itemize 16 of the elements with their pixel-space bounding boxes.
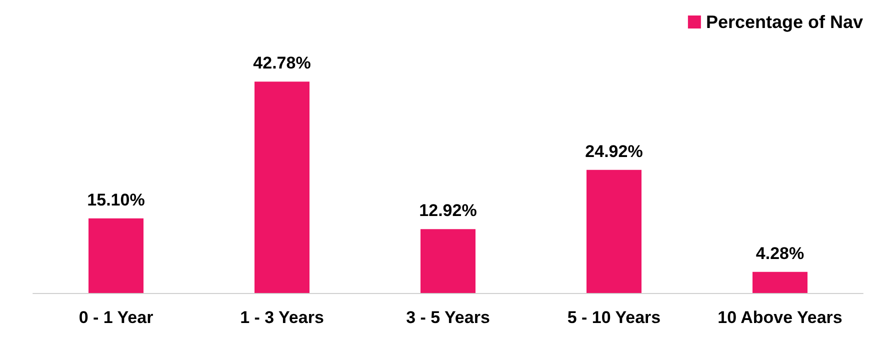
data-label: 4.28% xyxy=(756,244,804,263)
bar xyxy=(88,218,144,293)
bar xyxy=(752,272,808,293)
bar xyxy=(420,229,476,293)
x-tick-label: 3 - 5 Years xyxy=(406,308,490,327)
bar xyxy=(254,82,310,293)
data-label: 15.10% xyxy=(87,190,145,210)
data-label: 42.78% xyxy=(253,54,311,73)
x-tick-label: 0 - 1 Year xyxy=(78,308,154,327)
data-label: 24.92% xyxy=(585,142,643,161)
legend-label: Percentage of Nav xyxy=(706,12,863,32)
x-tick-label: 5 - 10 Years xyxy=(567,308,661,327)
bar xyxy=(586,170,642,293)
x-tick-label: 1 - 3 Years xyxy=(240,308,324,327)
data-label: 12.92% xyxy=(419,201,477,220)
x-tick-label: 10 Above Years xyxy=(718,308,842,327)
